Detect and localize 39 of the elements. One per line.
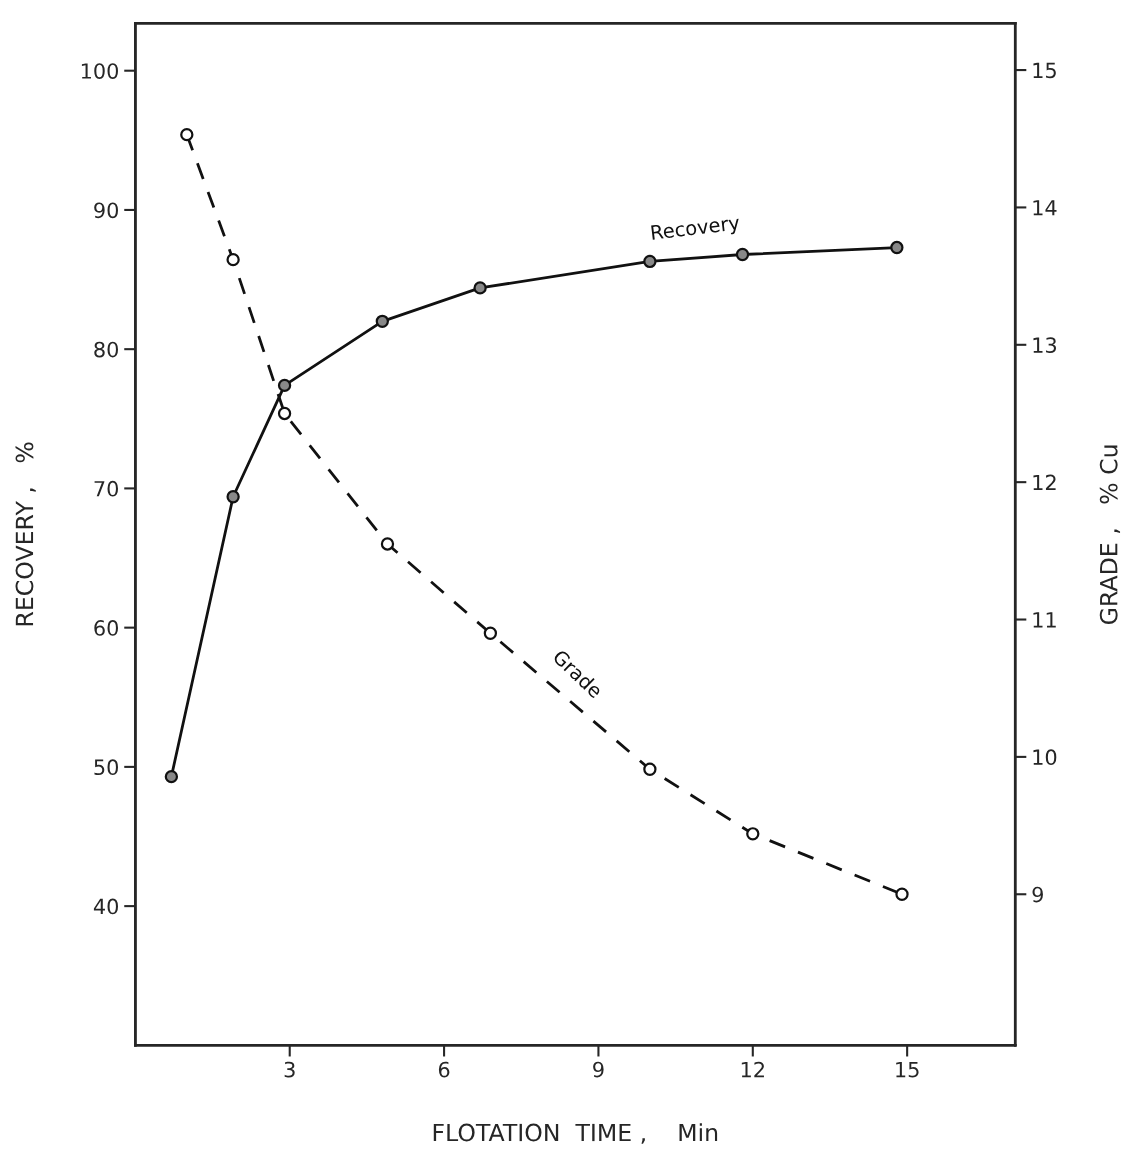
- point: [380, 537, 395, 551]
- x-axis-title: FLOTATION TIME , Min: [433, 1123, 718, 1144]
- y2-tick-label: 14: [1033, 200, 1057, 216]
- y2-axis-title: GRADE , % Cu: [1099, 445, 1121, 624]
- y-tick-label: 40: [93, 898, 118, 915]
- point: [226, 252, 240, 267]
- point: [735, 247, 750, 262]
- x-tick-label: 9: [593, 1061, 604, 1078]
- point: [226, 490, 240, 504]
- point: [180, 127, 194, 142]
- point: [895, 887, 909, 901]
- point: [890, 240, 904, 255]
- x-tick-label: 6: [438, 1061, 450, 1078]
- y-axis-title: RECOVERY , %: [15, 442, 36, 626]
- point: [164, 769, 179, 784]
- x-tick-label: 3: [284, 1061, 295, 1078]
- y-tick-label: 100: [81, 63, 118, 79]
- y2-tick-label: 13: [1033, 337, 1057, 354]
- y2-tick-label: 10: [1033, 749, 1057, 766]
- point: [473, 281, 487, 295]
- point: [746, 827, 760, 841]
- y2-tick-label: 11: [1033, 612, 1056, 628]
- point: [643, 762, 657, 776]
- point: [483, 626, 498, 640]
- text: Recovery: [651, 215, 741, 244]
- x-tick-label: 15: [896, 1061, 919, 1078]
- y-tick-label: 70: [94, 480, 118, 497]
- y2-tick-label: 12: [1033, 474, 1056, 491]
- y-tick-label: 50: [94, 759, 118, 776]
- y2-tick-label: 9: [1032, 886, 1043, 903]
- point: [375, 314, 389, 328]
- point: [277, 406, 292, 421]
- y2-tick-label: 15: [1033, 62, 1056, 79]
- x-tick-label: 12: [741, 1061, 764, 1078]
- point: [643, 254, 657, 269]
- y-tick-label: 60: [94, 620, 118, 636]
- y-tick-label: 90: [94, 202, 118, 219]
- point: [277, 378, 292, 393]
- y-tick-label: 80: [94, 341, 118, 358]
